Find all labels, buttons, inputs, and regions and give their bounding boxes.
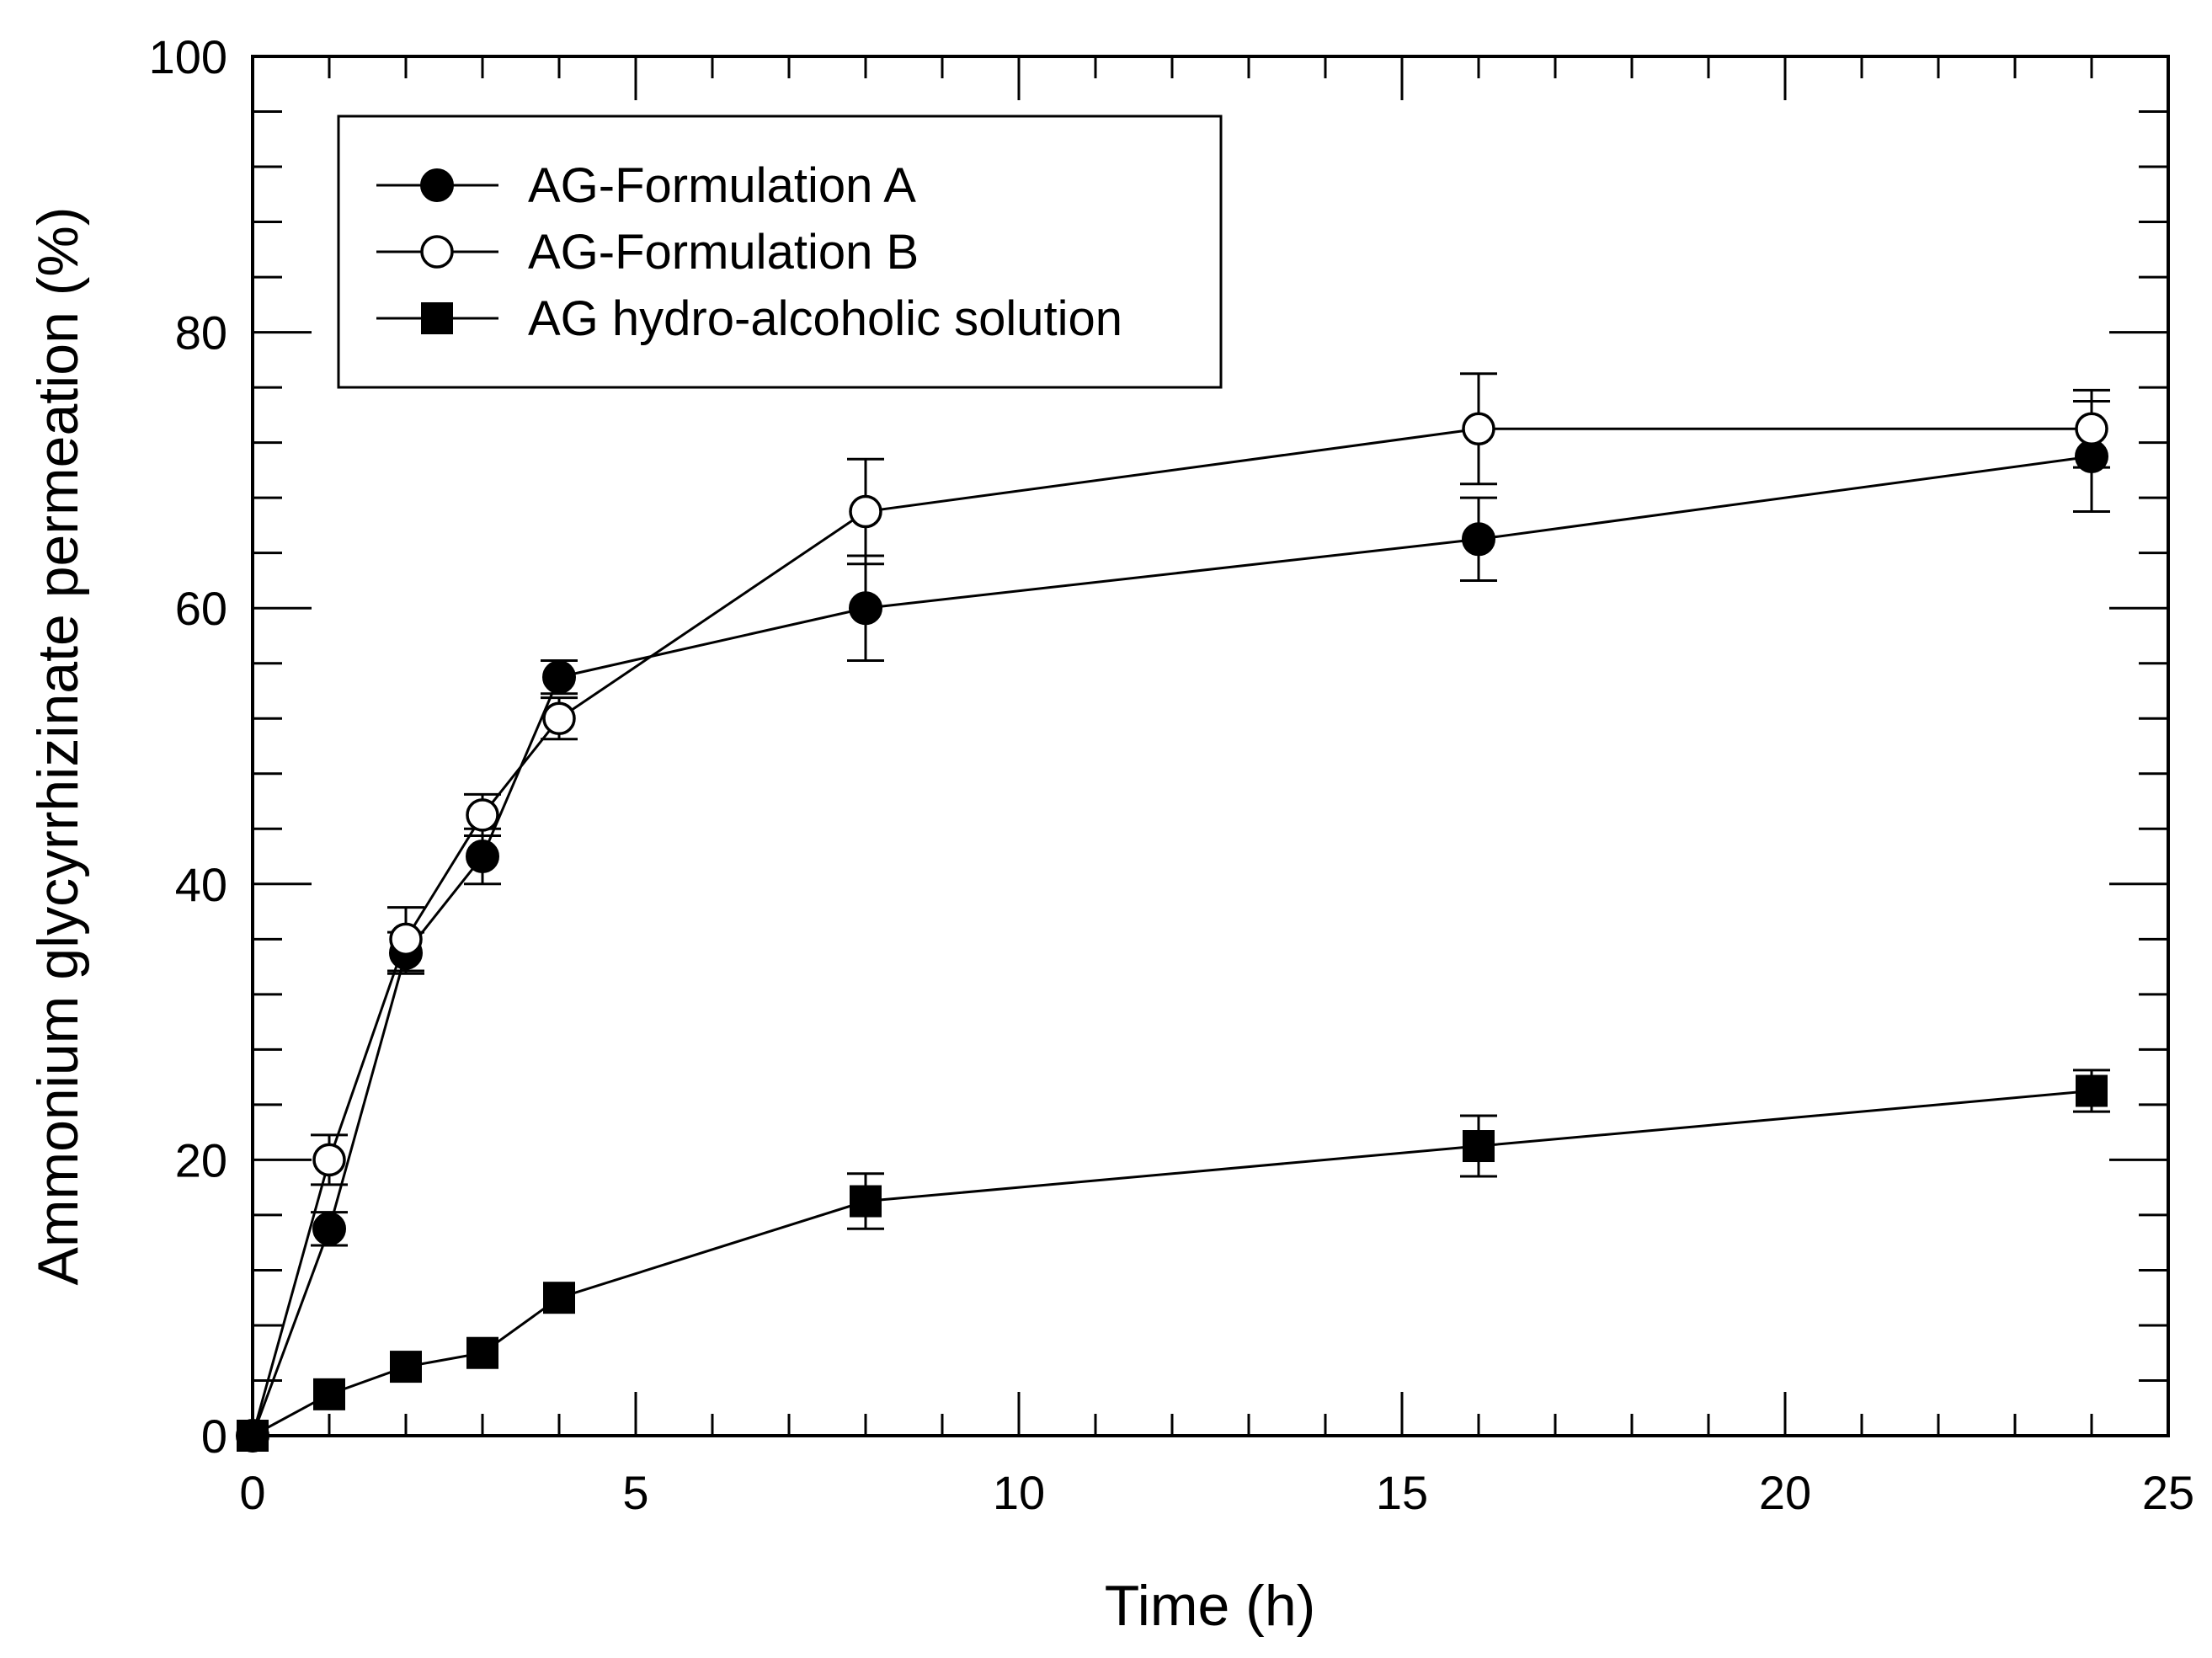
plot-frame: [251, 55, 2170, 1437]
data-point: [466, 840, 499, 874]
data-series: [236, 372, 2110, 1453]
legend: AG-Formulation A AG-Formulation B AG hydro…: [337, 115, 1223, 389]
legend-label: AG-Formulation A: [528, 158, 916, 213]
data-point: [1462, 412, 1495, 446]
data-point: [313, 1378, 345, 1410]
data-point: [466, 1336, 498, 1369]
axis-ticks: [251, 55, 2170, 1437]
data-point: [312, 1212, 346, 1246]
legend-item: AG-Formulation B: [376, 225, 919, 280]
data-point: [849, 591, 882, 626]
y-tick-label: 20: [175, 1133, 227, 1186]
data-point: [389, 922, 423, 957]
x-tick-label: 10: [993, 1466, 1045, 1519]
y-tick-label: 60: [175, 582, 227, 635]
y-tick-label: 100: [149, 30, 227, 83]
data-point: [849, 494, 882, 529]
y-axis-title: Ammonium glycyrrhizinate permeation (%): [26, 206, 90, 1285]
x-tick-label: 25: [2142, 1466, 2194, 1519]
x-tick-label: 5: [622, 1466, 648, 1519]
series-2: [236, 372, 2110, 1453]
legend-marker: [420, 168, 454, 202]
series-line: [251, 455, 2092, 1437]
legend-marker: [421, 302, 453, 334]
x-axis-title: Time (h): [1105, 1574, 1316, 1638]
data-point: [542, 701, 576, 735]
y-tick-label: 40: [175, 858, 227, 911]
data-point: [542, 660, 576, 695]
data-point: [312, 1143, 346, 1177]
series-line: [252, 1090, 2092, 1437]
data-point: [466, 798, 499, 832]
data-point: [1463, 1130, 1495, 1163]
legend-marker: [420, 235, 454, 269]
y-tick-label: 80: [175, 307, 227, 360]
legend-label: AG hydro-alcoholic solution: [528, 291, 1122, 346]
data-point: [2076, 1074, 2108, 1107]
y-tick-label: 0: [201, 1410, 227, 1463]
data-point: [1462, 522, 1495, 557]
data-point: [390, 1351, 422, 1383]
data-point: [850, 1185, 882, 1218]
series-3: [237, 1069, 2110, 1452]
legend-item: AG-Formulation A: [376, 158, 916, 213]
data-point: [237, 1420, 269, 1452]
series-1: [236, 400, 2110, 1453]
series-line: [251, 427, 2092, 1437]
data-point: [543, 1282, 575, 1314]
x-tick-label: 15: [1376, 1466, 1428, 1519]
x-tick-label: 20: [1759, 1466, 1811, 1519]
legend-item: AG hydro-alcoholic solution: [376, 291, 1122, 346]
axis-tick-labels: 0 5 10 15 20 25 0 20 40 60 80 100: [149, 30, 2195, 1519]
x-tick-label: 0: [239, 1466, 265, 1519]
legend-label: AG-Formulation B: [528, 225, 919, 280]
data-point: [2075, 412, 2108, 446]
